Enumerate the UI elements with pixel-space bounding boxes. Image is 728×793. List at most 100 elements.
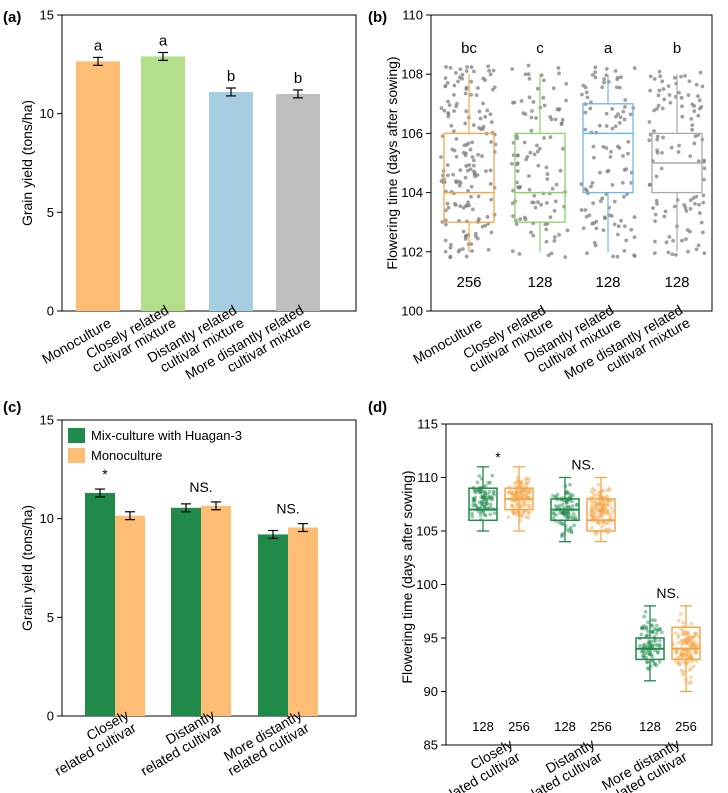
data-point bbox=[527, 95, 532, 100]
panel-a-y-tick-label: 15 bbox=[40, 8, 54, 23]
sample-size-label: 128 bbox=[595, 274, 620, 291]
data-point bbox=[690, 127, 695, 132]
data-point bbox=[652, 639, 656, 643]
data-point bbox=[591, 492, 596, 497]
data-point bbox=[647, 138, 652, 143]
data-point bbox=[479, 489, 484, 494]
data-point bbox=[660, 106, 665, 111]
data-point bbox=[679, 650, 684, 655]
data-point bbox=[684, 640, 689, 645]
data-point bbox=[567, 529, 571, 534]
panel-b-y-tick-label: 110 bbox=[402, 8, 423, 23]
data-point bbox=[600, 506, 605, 510]
box bbox=[443, 132, 495, 223]
data-point bbox=[598, 170, 602, 175]
data-point bbox=[593, 503, 598, 508]
data-point bbox=[439, 106, 444, 110]
data-point bbox=[473, 231, 478, 236]
data-point bbox=[584, 214, 589, 219]
data-point bbox=[667, 234, 672, 239]
data-point bbox=[677, 143, 681, 148]
data-point bbox=[602, 215, 607, 220]
sample-size-label: 128 bbox=[639, 719, 661, 734]
data-point bbox=[484, 498, 489, 503]
data-point bbox=[689, 653, 693, 657]
data-point bbox=[458, 204, 463, 209]
data-point bbox=[598, 501, 603, 506]
data-point bbox=[513, 494, 518, 499]
data-point bbox=[615, 254, 620, 259]
data-point bbox=[677, 659, 681, 664]
data-point bbox=[593, 499, 598, 504]
data-point bbox=[683, 639, 687, 643]
data-point bbox=[557, 232, 561, 237]
data-point bbox=[684, 640, 689, 645]
data-point bbox=[646, 642, 651, 647]
data-point bbox=[527, 490, 532, 495]
data-point bbox=[655, 201, 659, 206]
data-point bbox=[694, 82, 699, 87]
data-point bbox=[446, 205, 451, 210]
data-point bbox=[483, 496, 487, 500]
data-point bbox=[528, 488, 533, 493]
data-point bbox=[684, 641, 689, 646]
data-point bbox=[515, 504, 520, 509]
data-point bbox=[592, 516, 597, 521]
data-point bbox=[604, 494, 609, 499]
data-point bbox=[604, 501, 609, 506]
data-point bbox=[645, 651, 650, 655]
data-point bbox=[468, 147, 473, 152]
panel-d: (d) Flowering time (days after sowing) 8… bbox=[368, 399, 713, 793]
data-point bbox=[658, 638, 662, 643]
data-point bbox=[648, 652, 653, 656]
panel-a-y-tick-label: 0 bbox=[47, 304, 54, 319]
data-point bbox=[469, 92, 473, 97]
data-point bbox=[460, 72, 465, 77]
data-point bbox=[690, 102, 695, 107]
data-point bbox=[529, 128, 534, 133]
data-point bbox=[544, 227, 549, 232]
data-point bbox=[470, 514, 475, 519]
data-point bbox=[477, 490, 482, 495]
data-point bbox=[440, 220, 445, 224]
panel-c-tag: (c) bbox=[3, 399, 21, 416]
data-point bbox=[700, 84, 705, 89]
data-point bbox=[527, 76, 532, 81]
data-point bbox=[486, 247, 491, 252]
data-point bbox=[551, 510, 556, 515]
data-point bbox=[524, 483, 528, 487]
data-point bbox=[473, 495, 478, 500]
data-point bbox=[626, 139, 631, 144]
data-point bbox=[518, 503, 522, 508]
data-point bbox=[511, 491, 516, 495]
data-point bbox=[599, 514, 604, 519]
legend-swatch bbox=[68, 448, 85, 463]
data-point bbox=[564, 98, 568, 103]
data-point bbox=[485, 501, 490, 506]
data-point bbox=[569, 530, 574, 535]
data-point bbox=[464, 87, 469, 91]
data-point bbox=[637, 643, 642, 648]
data-point bbox=[564, 504, 569, 509]
data-point bbox=[620, 180, 625, 185]
data-point bbox=[681, 620, 686, 625]
data-point bbox=[489, 495, 493, 500]
data-point bbox=[475, 488, 479, 493]
data-point bbox=[650, 629, 655, 634]
data-point bbox=[601, 504, 606, 509]
data-point bbox=[613, 69, 618, 73]
data-point bbox=[569, 525, 573, 530]
data-point bbox=[485, 215, 490, 219]
data-point bbox=[519, 99, 524, 103]
data-point bbox=[510, 201, 515, 206]
data-point bbox=[697, 98, 702, 103]
data-point bbox=[595, 501, 600, 506]
data-point bbox=[589, 508, 594, 512]
data-point bbox=[658, 627, 662, 632]
data-point bbox=[680, 652, 685, 656]
data-point bbox=[681, 672, 686, 677]
data-point bbox=[506, 515, 511, 520]
data-point bbox=[511, 214, 515, 218]
data-point bbox=[518, 493, 523, 498]
data-point bbox=[526, 477, 531, 482]
